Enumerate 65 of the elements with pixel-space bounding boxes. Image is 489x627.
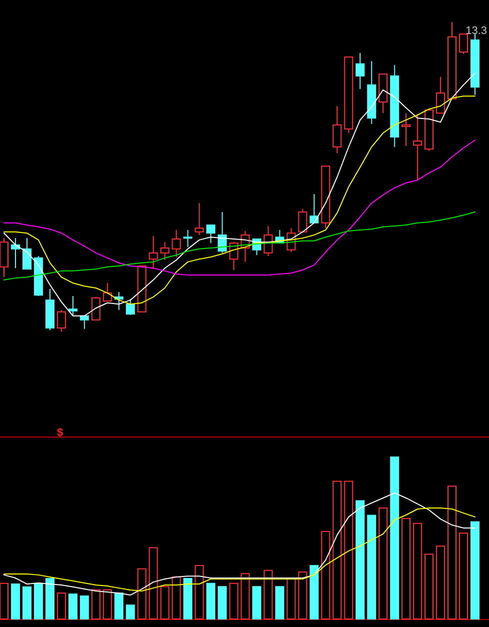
bar bbox=[344, 480, 354, 620]
candlestick bbox=[91, 296, 100, 320]
candlestick bbox=[80, 315, 89, 330]
candlestick bbox=[56, 309, 66, 332]
bar bbox=[102, 589, 112, 620]
bar bbox=[240, 573, 250, 620]
bar bbox=[356, 500, 365, 620]
bar bbox=[332, 480, 342, 620]
bar bbox=[137, 568, 146, 620]
bar bbox=[172, 576, 181, 620]
bar bbox=[91, 589, 100, 620]
bar bbox=[448, 486, 457, 620]
bar bbox=[321, 531, 330, 620]
bar bbox=[252, 586, 262, 620]
bar bbox=[56, 592, 66, 620]
bar bbox=[378, 508, 388, 620]
bar bbox=[402, 518, 411, 620]
candlestick bbox=[206, 224, 216, 244]
text: $ bbox=[56, 427, 64, 439]
bar bbox=[114, 592, 124, 620]
bar bbox=[413, 522, 422, 620]
bar bbox=[229, 582, 238, 620]
candlestick bbox=[102, 282, 112, 302]
candlestick bbox=[298, 208, 308, 232]
bar bbox=[160, 586, 170, 620]
candlestick bbox=[148, 235, 158, 270]
bar bbox=[286, 578, 296, 620]
candlestick bbox=[22, 238, 32, 270]
bar bbox=[206, 582, 216, 620]
bar bbox=[148, 547, 158, 620]
candlestick bbox=[160, 242, 170, 261]
bar bbox=[298, 572, 308, 620]
candlestick bbox=[356, 52, 365, 90]
bar bbox=[459, 532, 468, 620]
candlestick bbox=[413, 114, 422, 181]
candlestick bbox=[332, 106, 342, 154]
bar bbox=[183, 578, 192, 620]
bar bbox=[470, 521, 480, 620]
bar bbox=[275, 586, 284, 620]
bar bbox=[34, 582, 43, 620]
bar bbox=[0, 582, 8, 620]
candlestick bbox=[310, 194, 319, 224]
bar bbox=[310, 565, 319, 620]
bar bbox=[126, 604, 135, 620]
candlestick bbox=[68, 296, 78, 316]
bar bbox=[218, 586, 227, 620]
bar bbox=[80, 595, 89, 620]
bar bbox=[45, 578, 54, 620]
bar bbox=[436, 546, 446, 620]
candlestick bbox=[402, 112, 411, 146]
candlestick bbox=[183, 230, 192, 248]
bar bbox=[194, 565, 204, 620]
candlestick bbox=[126, 298, 135, 316]
bar bbox=[10, 584, 20, 620]
candlestick bbox=[459, 34, 468, 54]
bar bbox=[367, 514, 376, 620]
bar bbox=[68, 594, 78, 620]
candlestick bbox=[194, 202, 204, 236]
annotation: 13.3 bbox=[466, 25, 487, 37]
bar bbox=[390, 456, 400, 620]
candlestick bbox=[172, 230, 181, 258]
bar bbox=[424, 554, 434, 620]
bar bbox=[22, 586, 32, 620]
candlestick bbox=[436, 76, 446, 114]
bar bbox=[264, 570, 273, 620]
